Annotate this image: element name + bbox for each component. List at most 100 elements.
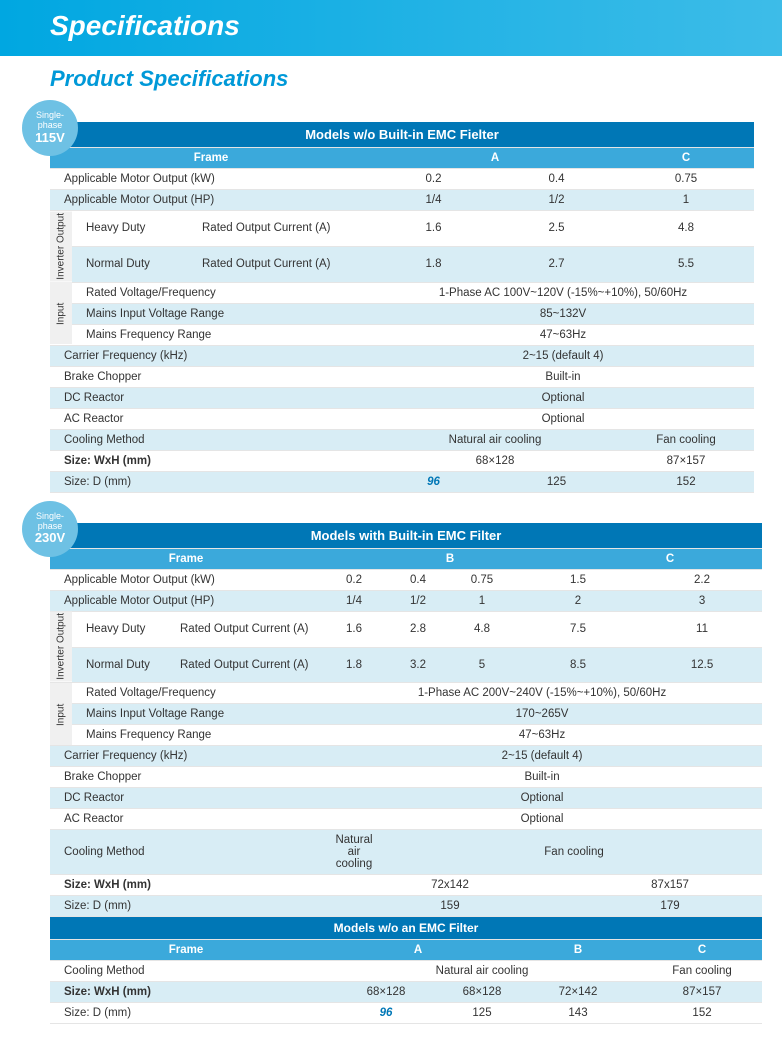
row-label: AC Reactor bbox=[50, 809, 322, 830]
cell: Natural air cooling bbox=[322, 961, 642, 982]
page-subtitle: Product Specifications bbox=[50, 66, 782, 92]
row-label: Rated Output Current (A) bbox=[166, 611, 322, 647]
row-label: Size: WxH (mm) bbox=[50, 450, 372, 471]
cell: 0.75 bbox=[450, 569, 514, 590]
cell: Optional bbox=[372, 387, 754, 408]
cell: 2~15 (default 4) bbox=[372, 345, 754, 366]
cell: 152 bbox=[642, 1003, 762, 1024]
frame-c: C bbox=[642, 940, 762, 961]
cell: 1/4 bbox=[322, 590, 386, 611]
row-label: AC Reactor bbox=[50, 408, 372, 429]
row-label: Mains Frequency Range bbox=[72, 324, 372, 345]
voltage-badge-115v: Single- phase 115V bbox=[22, 100, 78, 156]
row-label: Applicable Motor Output (kW) bbox=[50, 169, 372, 190]
frame-label: Frame bbox=[50, 940, 322, 961]
side-label-inverter: Inverter Output bbox=[50, 611, 72, 683]
cell: 11 bbox=[642, 611, 762, 647]
cell: 5 bbox=[450, 647, 514, 683]
cell: 4.8 bbox=[450, 611, 514, 647]
frame-c: C bbox=[578, 548, 762, 569]
cell: 68×128 bbox=[372, 450, 618, 471]
cell: 68×128 bbox=[322, 982, 450, 1003]
cell: 1 bbox=[618, 190, 754, 211]
row-label: Cooling Method bbox=[50, 429, 372, 450]
frame-label: Frame bbox=[50, 548, 322, 569]
row-label: Carrier Frequency (kHz) bbox=[50, 345, 372, 366]
cell: 1.5 bbox=[514, 569, 642, 590]
page-banner: Specifications bbox=[0, 0, 782, 56]
cell: 3 bbox=[642, 590, 762, 611]
cell: 87×157 bbox=[642, 982, 762, 1003]
row-label: DC Reactor bbox=[50, 387, 372, 408]
cell: Optional bbox=[322, 788, 762, 809]
row-label: Heavy Duty bbox=[72, 611, 166, 647]
row-label: Size: WxH (mm) bbox=[50, 875, 322, 896]
cell: 143 bbox=[514, 1003, 642, 1024]
cell: 1-Phase AC 200V~240V (-15%~+10%), 50/60H… bbox=[322, 683, 762, 704]
cell: 170~265V bbox=[322, 704, 762, 725]
cell: 159 bbox=[322, 896, 578, 917]
row-label: DC Reactor bbox=[50, 788, 322, 809]
cell: 68×128 bbox=[450, 982, 514, 1003]
cell: 1 bbox=[450, 590, 514, 611]
row-label: Carrier Frequency (kHz) bbox=[50, 746, 322, 767]
cell: 5.5 bbox=[618, 246, 754, 282]
cell: 1.8 bbox=[372, 246, 495, 282]
cell: 1/4 bbox=[372, 190, 495, 211]
cell: 0.4 bbox=[386, 569, 450, 590]
cell: 47~63Hz bbox=[372, 324, 754, 345]
cell: Fan cooling bbox=[618, 429, 754, 450]
frame-a: A bbox=[372, 148, 618, 169]
cell: 47~63Hz bbox=[322, 725, 762, 746]
cell: 12.5 bbox=[642, 647, 762, 683]
cell: 125 bbox=[450, 1003, 514, 1024]
cell: 1/2 bbox=[386, 590, 450, 611]
cell: 7.5 bbox=[514, 611, 642, 647]
row-label: Applicable Motor Output (HP) bbox=[50, 590, 322, 611]
cell: 2~15 (default 4) bbox=[322, 746, 762, 767]
cell: 1.6 bbox=[372, 211, 495, 247]
frame-b: B bbox=[514, 940, 642, 961]
cell: 72x142 bbox=[322, 875, 578, 896]
row-label: Size: D (mm) bbox=[50, 1003, 322, 1024]
spec-table-230v: Models with Built-in EMC Filter Frame B … bbox=[50, 523, 762, 1025]
cell: 96 bbox=[322, 1003, 450, 1024]
row-label: Applicable Motor Output (HP) bbox=[50, 190, 372, 211]
cell: 1.8 bbox=[322, 647, 386, 683]
cell: 1.6 bbox=[322, 611, 386, 647]
subtable-title: Models w/o an EMC Filter bbox=[50, 917, 762, 940]
cell: Built-in bbox=[372, 366, 754, 387]
cell: 8.5 bbox=[514, 647, 642, 683]
cell: 2.7 bbox=[495, 246, 618, 282]
table-title: Models with Built-in EMC Filter bbox=[50, 523, 762, 549]
cell: 3.2 bbox=[386, 647, 450, 683]
cell: 2 bbox=[514, 590, 642, 611]
cell: 1/2 bbox=[495, 190, 618, 211]
cell: Fan cooling bbox=[386, 830, 762, 875]
cell: Natural air cooling bbox=[372, 429, 618, 450]
row-label: Rated Output Current (A) bbox=[166, 647, 322, 683]
cell: 179 bbox=[578, 896, 762, 917]
cell: 2.2 bbox=[642, 569, 762, 590]
row-label: Rated Voltage/Frequency bbox=[72, 282, 372, 303]
row-label: Size: D (mm) bbox=[50, 896, 322, 917]
cell: 85~132V bbox=[372, 303, 754, 324]
cell: 0.2 bbox=[372, 169, 495, 190]
cell: 125 bbox=[495, 471, 618, 492]
row-label: Cooling Method bbox=[50, 961, 322, 982]
spec-table-115v: Models w/o Built-in EMC Fielter Frame A … bbox=[50, 122, 754, 493]
cell: 0.75 bbox=[618, 169, 754, 190]
frame-label: Frame bbox=[50, 148, 372, 169]
cell: Natural air cooling bbox=[322, 830, 386, 875]
cell: 2.5 bbox=[495, 211, 618, 247]
badge-voltage: 115V bbox=[35, 131, 65, 145]
side-label-inverter: Inverter Output bbox=[50, 211, 72, 283]
row-label: Rated Output Current (A) bbox=[188, 246, 372, 282]
row-label: Cooling Method bbox=[50, 830, 322, 875]
badge-voltage: 230V bbox=[35, 531, 65, 545]
row-label: Mains Input Voltage Range bbox=[72, 303, 372, 324]
spec-section-115v: Single- phase 115V Models w/o Built-in E… bbox=[50, 122, 752, 493]
row-label: Normal Duty bbox=[72, 246, 188, 282]
table-title: Models w/o Built-in EMC Fielter bbox=[50, 122, 754, 148]
cell: 96 bbox=[372, 471, 495, 492]
